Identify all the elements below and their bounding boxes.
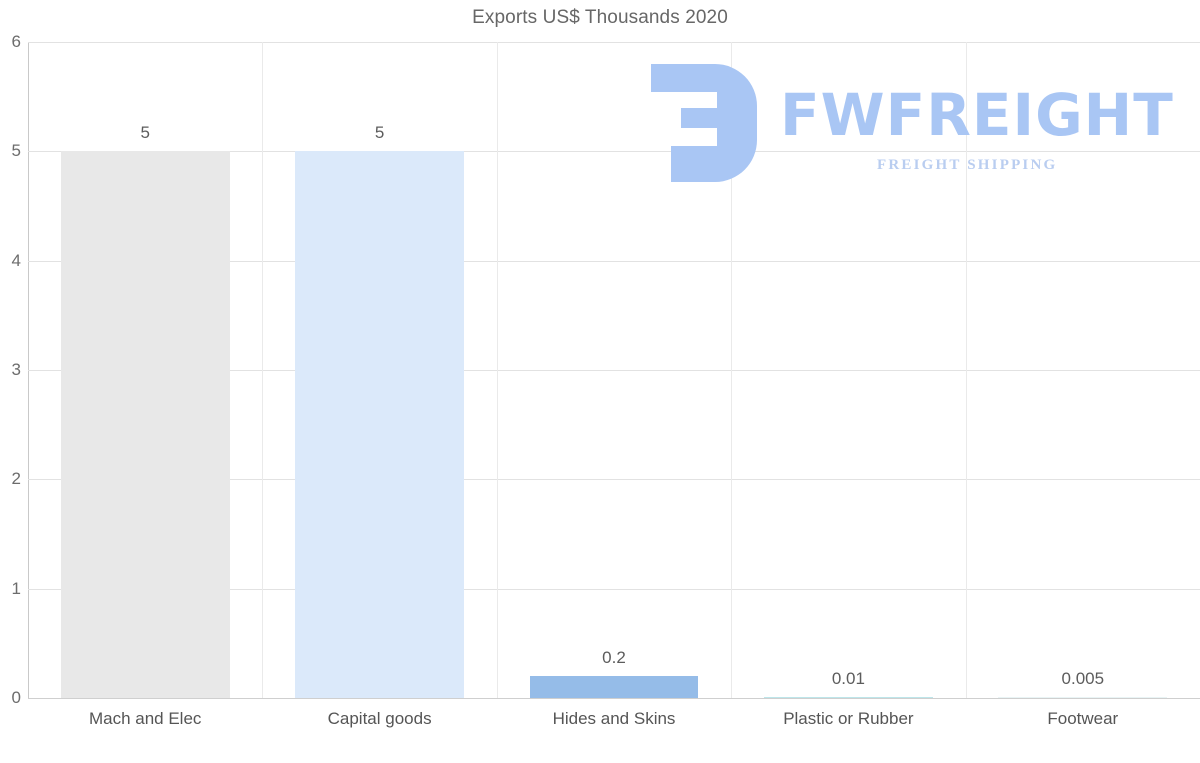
y-axis-tick-label: 4 [11, 250, 21, 270]
y-axis-tick-label: 1 [11, 578, 21, 598]
gridline-horizontal [28, 151, 1200, 153]
x-axis-tick-label: Mach and Elec [88, 709, 202, 728]
y-axis-tick-label: 0 [11, 688, 21, 707]
gridline-horizontal [28, 479, 1200, 481]
gridline-horizontal [28, 42, 1200, 43]
gridline-vertical [262, 42, 264, 698]
gridline-horizontal [28, 260, 1200, 262]
bar-value-label: 5 [374, 123, 385, 143]
gridline-vertical [496, 42, 498, 698]
chart-title: Exports US$ Thousands 2020 [472, 7, 728, 28]
y-axis-tick-label: 6 [11, 32, 21, 51]
x-axis-tick-label: Hides and Skins [552, 709, 676, 728]
gridline-vertical [965, 42, 967, 698]
y-axis-tick-label: 5 [11, 141, 21, 161]
x-axis-tick-label: Footwear [1047, 709, 1119, 728]
bar-value-label: 0.005 [1061, 669, 1105, 689]
bar-value-label: 0.01 [831, 668, 865, 688]
bar[interactable] [764, 696, 933, 698]
y-axis-tick-label: 3 [11, 360, 21, 379]
bar[interactable] [295, 151, 464, 698]
bar[interactable] [60, 151, 230, 698]
y-axis-tick-label: 2 [11, 469, 21, 489]
x-axis-tick-label: Plastic or Rubber [783, 709, 914, 728]
gridline-vertical [731, 42, 733, 698]
x-axis-tick-label: Capital goods [327, 709, 432, 728]
bar[interactable] [998, 697, 1168, 698]
gridline-horizontal [28, 698, 1200, 699]
bar[interactable] [529, 676, 699, 698]
gridline-horizontal [28, 370, 1200, 371]
bar-value-label: 0.2 [602, 648, 626, 668]
gridline-horizontal [28, 588, 1200, 590]
plot-area [28, 42, 1200, 699]
bar-value-label: 5 [140, 123, 150, 143]
